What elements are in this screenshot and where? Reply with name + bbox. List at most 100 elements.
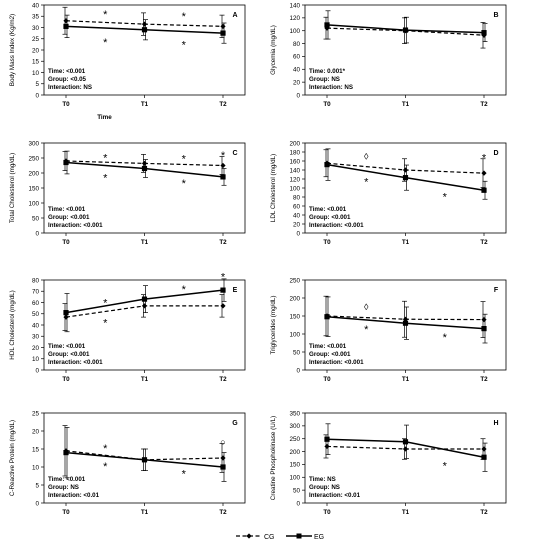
point-cg	[141, 303, 148, 309]
stats-line: Time: <0.001	[48, 206, 86, 213]
point-eg	[481, 454, 487, 460]
series-eg	[324, 10, 488, 44]
y-tick-label: 100	[289, 28, 300, 35]
point-eg	[481, 187, 487, 193]
x-tick-label: T2	[219, 101, 227, 108]
panel-g: 0 5 10 15 20 25 T0 T1 T2 C-Reactive Protein (mg/d…	[9, 410, 246, 516]
significance-marker: *	[364, 324, 369, 336]
stats-line: Time: <0.001	[309, 206, 347, 213]
y-tick-label: 140	[289, 167, 300, 174]
point-eg	[324, 314, 330, 320]
stats-line: Group: <0.001	[48, 214, 90, 221]
panels: 0 5 10 15 20 25 30 35 40 T0 T1 T2 Body Mass Index (K…	[9, 2, 507, 516]
y-tick-label: 50	[32, 215, 40, 222]
y-tick-label: 120	[289, 176, 300, 183]
point-eg	[402, 320, 409, 326]
series-cg	[62, 425, 226, 477]
point-cg	[220, 455, 226, 461]
y-tick-label: 150	[289, 313, 300, 320]
y-tick-label: 50	[32, 311, 40, 318]
legend-cg-label: CG	[264, 534, 275, 541]
y-tick-label: 300	[289, 423, 300, 430]
point-cg	[481, 446, 487, 452]
y-tick-label: 80	[32, 277, 40, 284]
point-eg	[324, 436, 330, 442]
y-tick-label: 50	[293, 487, 301, 494]
panel-f: 0 50 100 150 200 250 T0 T1 T2 Triglycerides (mg/d…	[270, 277, 507, 383]
point-eg	[402, 27, 409, 33]
significance-marker: *	[182, 153, 187, 165]
x-tick-label: T1	[141, 509, 149, 516]
panel-e: 0 10 20 30 40 50 60 70 80 T0 T1 T2 HDL Cholesterol (…	[9, 272, 246, 383]
y-tick-label: 160	[289, 158, 300, 165]
stats-line: Interaction: <0.001	[48, 359, 103, 366]
y-tick-label: 10	[32, 356, 40, 363]
y-tick-label: 40	[32, 322, 40, 329]
y-tick-label: 5	[35, 482, 39, 489]
x-tick-label: T0	[62, 239, 70, 246]
point-eg	[63, 310, 69, 316]
y-tick-label: 25	[32, 36, 40, 43]
x-tick-label: T1	[402, 239, 410, 246]
y-tick-label: 40	[293, 67, 301, 74]
y-tick-label: 350	[289, 410, 300, 417]
stats-line: Time: <0.001	[48, 68, 86, 75]
point-cg	[220, 303, 226, 309]
y-tick-label: 150	[289, 462, 300, 469]
y-tick-label: 120	[289, 15, 300, 22]
point-cg	[481, 317, 487, 323]
y-tick-label: 40	[32, 2, 40, 9]
series-eg	[63, 14, 227, 44]
x-tick-label: T1	[402, 101, 410, 108]
significance-marker: *	[443, 332, 448, 344]
panel-g-ylabel: C-Reactive Protein (mg/dL)	[9, 420, 16, 496]
y-tick-label: 0	[35, 230, 39, 237]
x-tick-label: T2	[480, 509, 488, 516]
series-cg	[323, 295, 487, 338]
significance-marker: ○	[220, 437, 225, 447]
y-tick-label: 0	[35, 92, 39, 99]
significance-marker: *	[182, 284, 187, 296]
x-tick-label: T0	[323, 376, 331, 383]
x-tick-label: T0	[323, 509, 331, 516]
series-eg	[63, 278, 227, 333]
panel-f-ylabel: Triglycerides (mg/dL)	[270, 296, 277, 355]
stats-line: Interaction: <0.001	[309, 359, 364, 366]
series-cg	[62, 6, 226, 38]
significance-marker: *	[221, 150, 226, 162]
y-tick-label: 40	[293, 212, 301, 219]
significance-marker: *	[103, 153, 108, 165]
x-tick-label: T2	[480, 376, 488, 383]
series-eg	[324, 423, 488, 472]
panel-h: 0 50 100 150 200 250 300 350 T0 T1 T2 Creatine Phos…	[270, 410, 507, 516]
point-cg	[63, 314, 69, 320]
panel-e-letter: E	[233, 287, 238, 294]
significance-marker: *	[103, 9, 108, 21]
panel-a-letter: A	[232, 12, 237, 19]
x-tick-label: T0	[323, 239, 331, 246]
x-tick-label: T1	[141, 376, 149, 383]
point-eg	[220, 287, 226, 293]
legend-cg-marker	[246, 533, 252, 539]
stats-line: Group: <0.001	[309, 351, 351, 358]
stats-line: Interaction: <0.01	[48, 492, 100, 499]
significance-marker: *	[103, 297, 108, 309]
x-tick-label: T2	[219, 376, 227, 383]
point-eg	[141, 165, 148, 172]
y-tick-label: 15	[32, 59, 40, 66]
y-tick-label: 15	[32, 446, 40, 453]
point-eg	[402, 175, 409, 181]
y-tick-label: 70	[32, 289, 40, 296]
y-tick-label: 200	[28, 170, 39, 177]
y-tick-label: 25	[32, 410, 40, 417]
significance-marker: ◊	[364, 302, 369, 312]
y-tick-label: 0	[296, 230, 300, 237]
significance-marker: *	[182, 11, 187, 23]
x-tick-label: T0	[62, 101, 70, 108]
point-eg	[141, 296, 148, 302]
significance-marker: *	[482, 153, 487, 165]
series-eg	[63, 427, 227, 482]
stats-line: Interaction: NS	[309, 84, 353, 91]
stats-line: Group: NS	[309, 484, 340, 491]
